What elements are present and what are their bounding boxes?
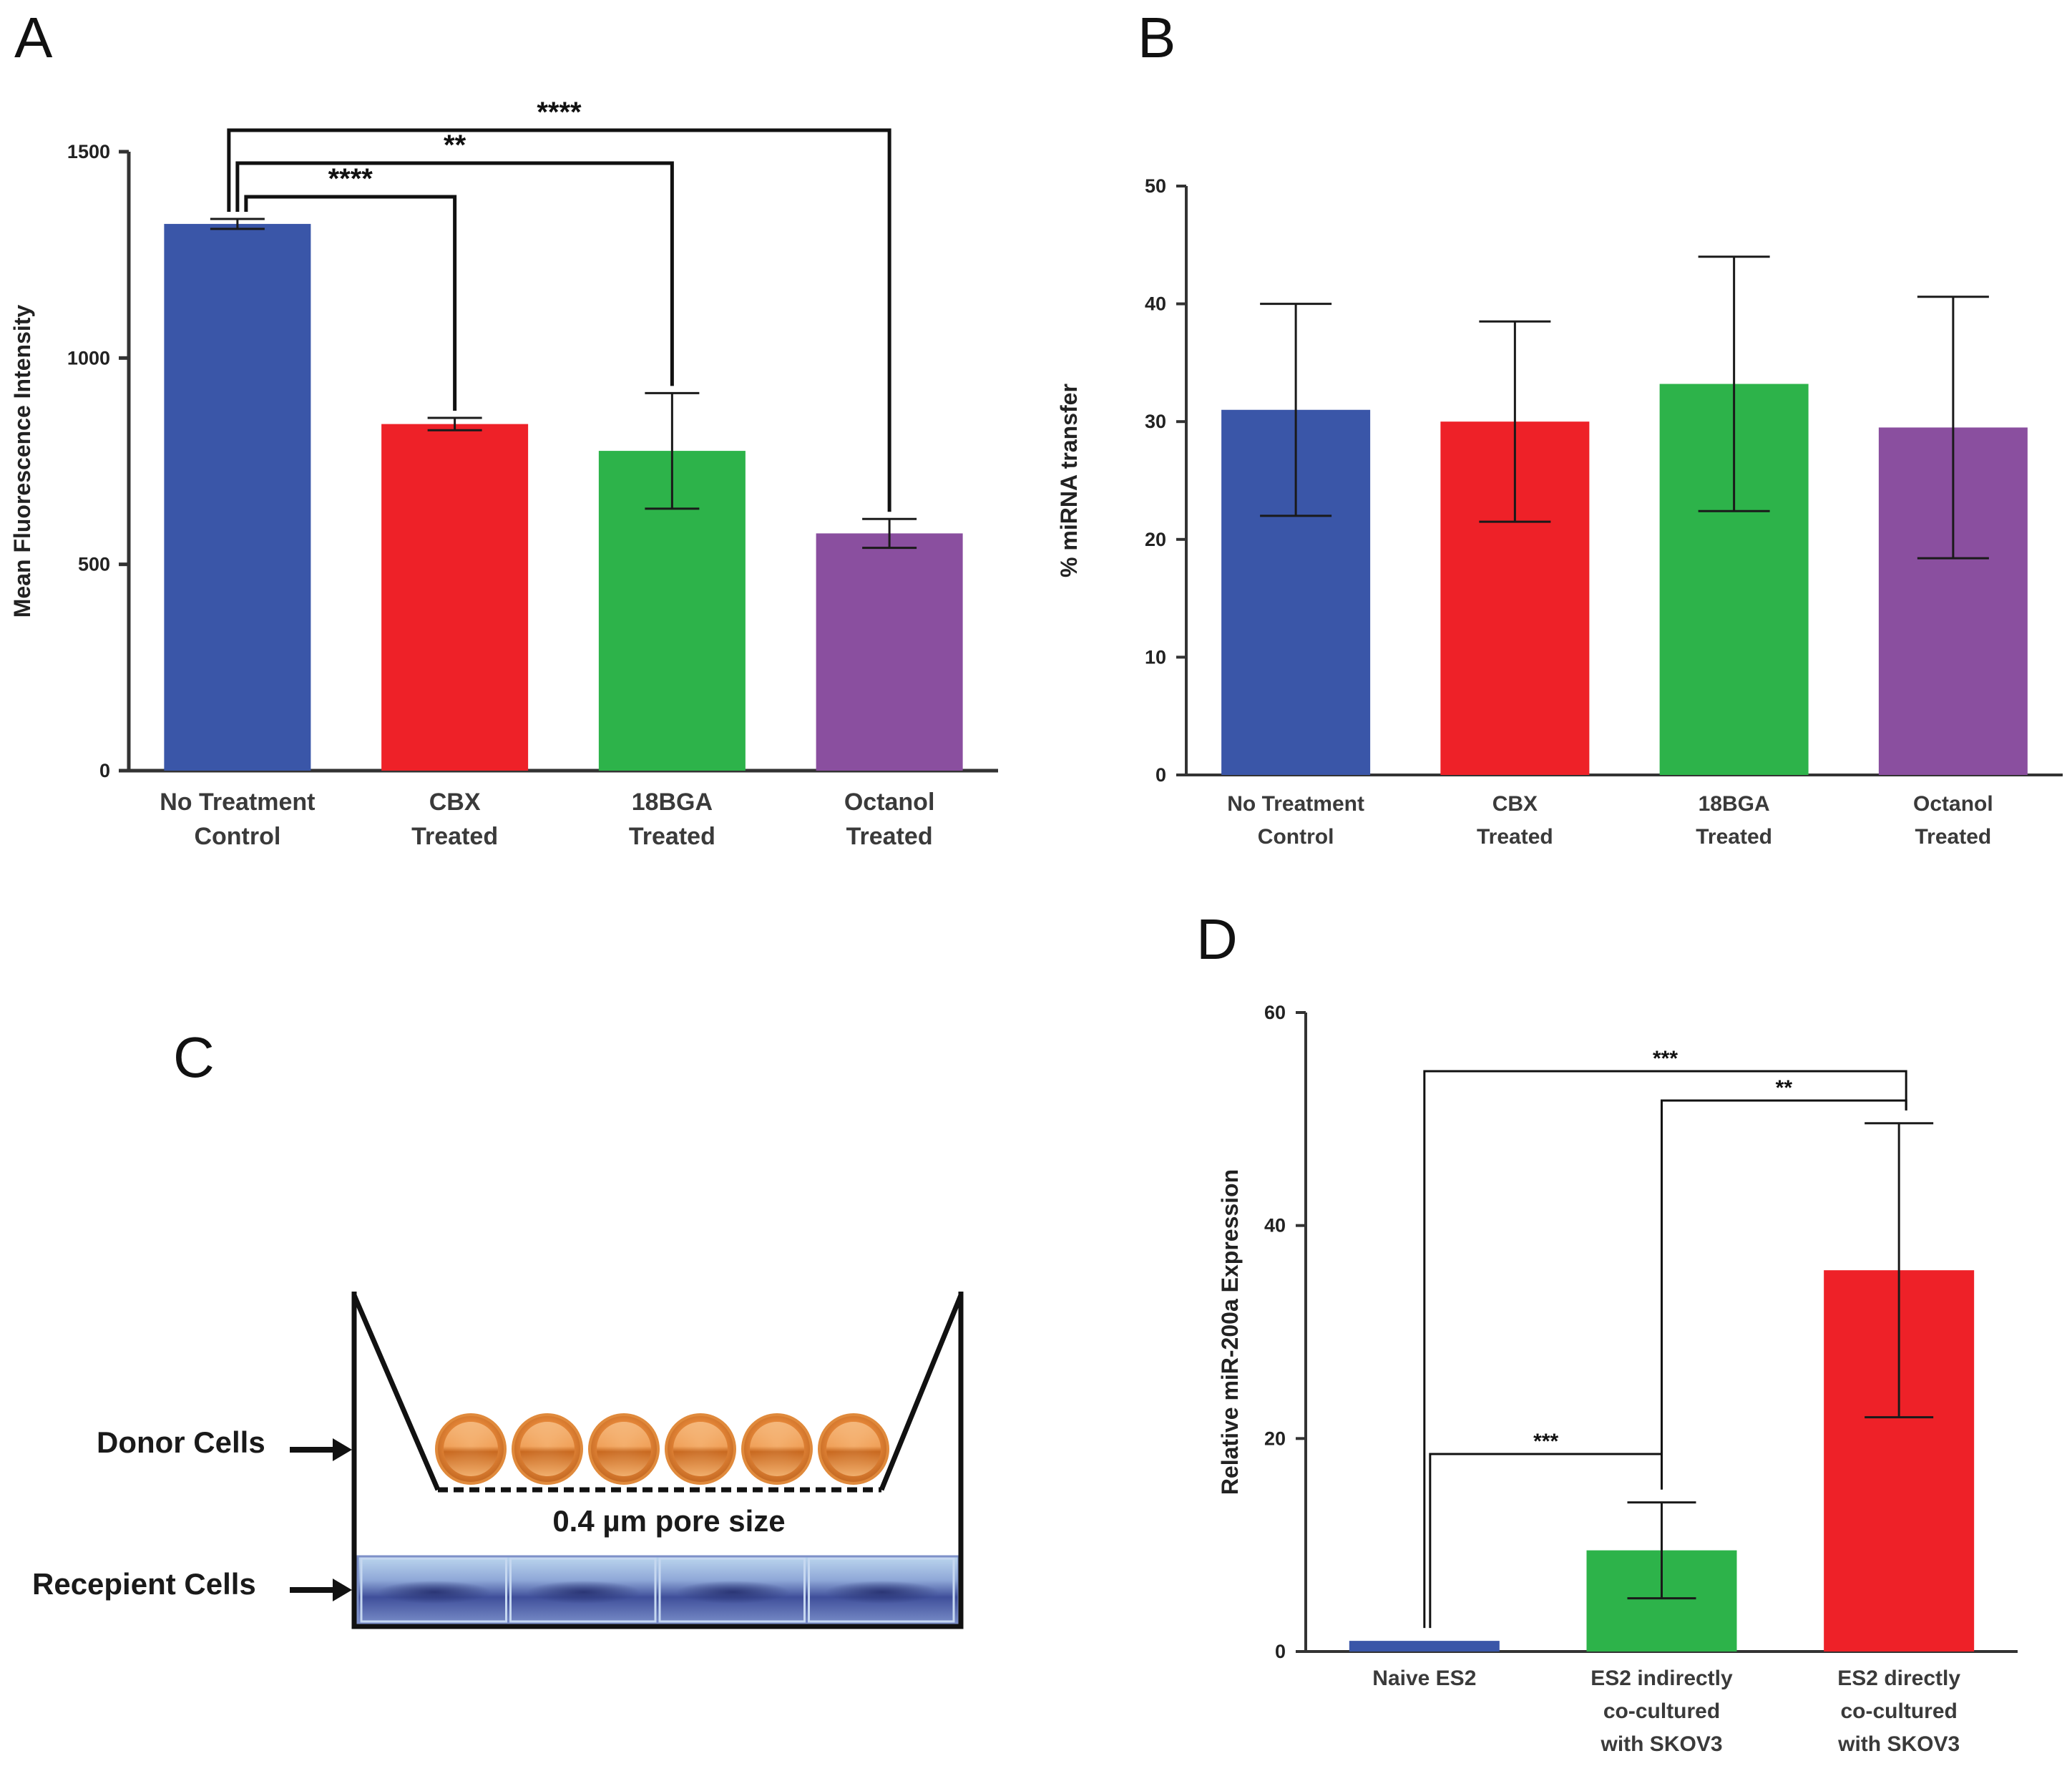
- donor-cell-core: [597, 1422, 651, 1476]
- panel-label-c: C: [173, 1025, 215, 1089]
- y-tick-label: 40: [1264, 1215, 1286, 1236]
- significance-stars: ***: [1653, 1047, 1678, 1070]
- panel-label-d: D: [1196, 907, 1238, 971]
- category-label: CBX: [1492, 792, 1538, 816]
- recipient-cells: [360, 1557, 955, 1623]
- category-label: Treated: [846, 823, 933, 850]
- recipient-cell: [509, 1557, 657, 1623]
- insert-outline: [351, 1294, 964, 1491]
- category-label: ES2 indirectly: [1590, 1667, 1733, 1690]
- category-label: Treated: [1696, 825, 1772, 849]
- pore-size-label: 0.4 µm pore size: [552, 1504, 785, 1538]
- y-axis-title: Mean Fluorescence Intensity: [9, 305, 35, 618]
- significance-bracket: [1661, 1099, 1907, 1490]
- category-label: No Treatment: [1227, 792, 1364, 816]
- y-tick-label: 0: [1155, 764, 1166, 786]
- y-tick-label: 0: [99, 760, 110, 781]
- bar: [164, 223, 311, 771]
- category-label: Control: [1258, 825, 1334, 849]
- donor-cells-label: Donor Cells: [97, 1425, 265, 1459]
- y-axis-title: Relative miR-200a Expression: [1217, 1169, 1243, 1495]
- category-label: Treated: [1477, 825, 1553, 849]
- donor-cells: [435, 1413, 889, 1485]
- y-axis-title: % miRNA transfer: [1056, 384, 1082, 577]
- recipient-cell-nucleus: [676, 1581, 790, 1604]
- y-tick-label: 60: [1264, 1002, 1286, 1023]
- recipient-arrow-icon: [290, 1579, 352, 1601]
- category-label: co-cultured: [1840, 1699, 1957, 1723]
- category-label: No Treatment: [160, 789, 315, 816]
- panel-label-a: A: [14, 6, 53, 69]
- significance-bracket: [227, 128, 891, 512]
- recipient-cell: [658, 1557, 806, 1623]
- transwell-diagram: 0.4 µm pore size Donor Cells Recepient C…: [32, 1292, 964, 1629]
- category-label: Octanol: [844, 789, 935, 816]
- y-tick-label: 1500: [67, 141, 110, 162]
- donor-cell-core: [750, 1422, 804, 1476]
- recipient-cell: [360, 1557, 507, 1623]
- significance-stars: ****: [537, 97, 582, 128]
- category-label: 18BGA: [1699, 792, 1770, 816]
- significance-bracket: [244, 195, 457, 411]
- category-label: Control: [194, 823, 280, 850]
- donor-arrow-icon: [290, 1438, 352, 1461]
- recipient-cells-label: Recepient Cells: [32, 1567, 256, 1601]
- significance-bracket: [1423, 1070, 1907, 1629]
- category-label: Treated: [1915, 825, 1992, 849]
- category-label: Naive ES2: [1372, 1667, 1476, 1690]
- category-label: with SKOV3: [1600, 1732, 1722, 1756]
- significance-stars: **: [444, 130, 466, 161]
- recipient-cell: [808, 1557, 955, 1623]
- significance-stars: ***: [1533, 1430, 1558, 1453]
- donor-cell-core: [673, 1422, 728, 1476]
- category-label: Treated: [629, 823, 715, 850]
- category-label: CBX: [429, 789, 481, 816]
- y-tick-label: 10: [1145, 646, 1166, 668]
- significance-stars: ****: [328, 163, 373, 195]
- y-tick-label: 50: [1145, 175, 1166, 197]
- recipient-cell-nucleus: [825, 1581, 939, 1604]
- category-label: with SKOV3: [1837, 1732, 1960, 1756]
- y-tick-label: 30: [1145, 411, 1166, 432]
- chart-panel-b: 0 10 20 30 40 50 % miRNA transfer No Treatment C…: [1056, 175, 2063, 849]
- panel-label-b: B: [1138, 6, 1176, 69]
- chart-panel-d: 0 20 40 60 Relative miR-200a Expression Naive…: [1217, 1002, 2018, 1756]
- recipient-cell-nucleus: [527, 1581, 640, 1604]
- chart-panel-a: 0 500 1000 1500 Mean Fluorescence Intensity N…: [9, 97, 998, 850]
- y-tick-label: 20: [1264, 1428, 1286, 1449]
- y-tick-label: 500: [78, 554, 110, 575]
- y-tick-label: 1000: [67, 347, 110, 369]
- category-label: co-cultured: [1603, 1699, 1720, 1723]
- category-label: Treated: [411, 823, 498, 850]
- significance-stars: **: [1776, 1076, 1793, 1100]
- category-label: 18BGA: [632, 789, 713, 816]
- y-tick-label: 40: [1145, 293, 1166, 315]
- category-label: Octanol: [1913, 792, 1993, 816]
- bar: [816, 533, 963, 771]
- y-tick-label: 20: [1145, 529, 1166, 550]
- donor-cell-core: [520, 1422, 575, 1476]
- donor-cell-core: [826, 1422, 881, 1476]
- bar: [381, 424, 529, 771]
- well-outline: [351, 1292, 964, 1629]
- category-label: ES2 directly: [1837, 1667, 1960, 1690]
- recipient-cell-nucleus: [378, 1581, 492, 1604]
- bar: [1349, 1641, 1500, 1652]
- y-tick-label: 0: [1275, 1641, 1286, 1662]
- donor-cell-core: [444, 1422, 498, 1476]
- significance-bracket: [235, 161, 674, 386]
